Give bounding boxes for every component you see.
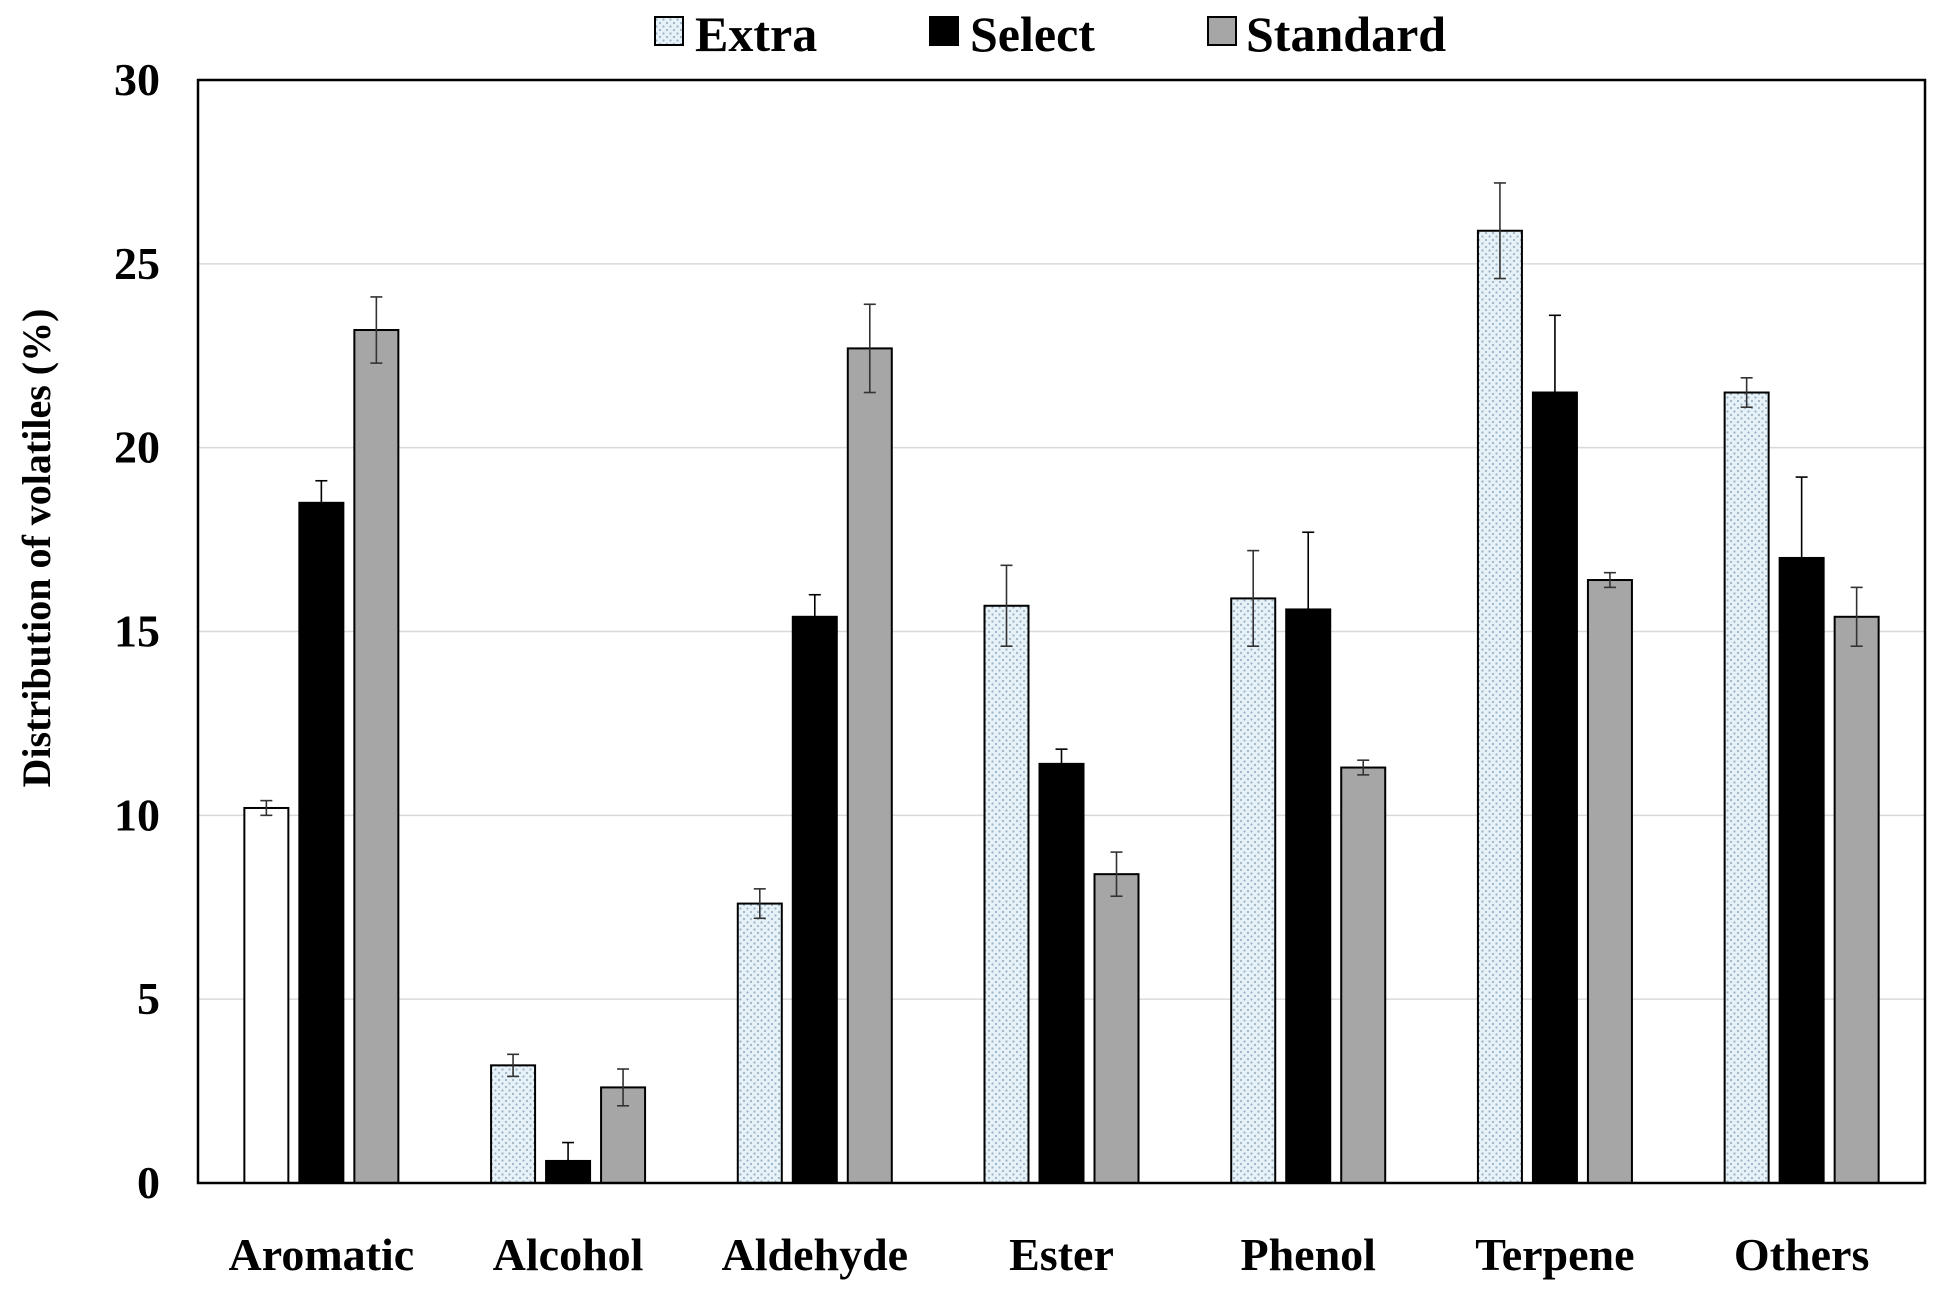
bar-select-aromatic xyxy=(298,501,345,1185)
y-tick-label: 30 xyxy=(114,54,160,105)
legend-label-standard: Standard xyxy=(1246,6,1446,62)
y-axis-title: Distribution of volatiles (%) xyxy=(14,309,59,788)
legend: Extra Select Standard xyxy=(654,6,1446,62)
bar-select-others xyxy=(1778,556,1825,1184)
bars xyxy=(243,229,1880,1185)
x-category-label: Ester xyxy=(1009,1229,1114,1280)
x-category-label: Terpene xyxy=(1475,1229,1634,1280)
bar-select-phenol xyxy=(1285,608,1332,1184)
bar-standard-aromatic xyxy=(353,329,400,1185)
bar-extra-phenol xyxy=(1230,597,1277,1184)
legend-label-select: Select xyxy=(970,6,1095,62)
x-category-label: Aromatic xyxy=(229,1229,415,1280)
bar-select-ester xyxy=(1038,762,1085,1184)
gridlines xyxy=(198,263,1925,1000)
bar-select-aldehyde xyxy=(791,615,838,1184)
y-tick-label: 10 xyxy=(114,789,160,840)
y-tick-label: 20 xyxy=(114,422,160,473)
x-category-label: Alcohol xyxy=(493,1229,644,1280)
y-tick-label: 0 xyxy=(137,1157,160,1208)
legend-swatch-select xyxy=(929,16,959,46)
bar-select-terpene xyxy=(1531,391,1578,1184)
bar-standard-others xyxy=(1833,615,1880,1184)
x-category-label: Aldehyde xyxy=(721,1229,908,1280)
legend-label-extra: Extra xyxy=(695,6,817,62)
bar-standard-ester xyxy=(1093,873,1140,1184)
bar-standard-aldehyde xyxy=(846,347,893,1184)
bar-extra-alcohol xyxy=(490,1064,537,1185)
y-tick-label: 25 xyxy=(114,238,160,289)
bar-extra-aldehyde xyxy=(736,902,783,1184)
error-bars xyxy=(260,182,1863,1181)
y-tick-label: 15 xyxy=(114,606,160,657)
x-category-label: Others xyxy=(1734,1229,1869,1280)
x-axis: Aromatic Alcohol Aldehyde Ester Phenol Terpen… xyxy=(229,1229,1870,1280)
y-tick-label: 5 xyxy=(137,973,160,1024)
bar-extra-others xyxy=(1723,391,1770,1184)
y-axis: 0 5 10 15 20 25 30 xyxy=(114,54,160,1208)
legend-swatch-standard xyxy=(1207,16,1237,46)
x-category-label: Phenol xyxy=(1240,1229,1375,1280)
legend-swatch-extra xyxy=(654,16,684,46)
plot-area-frame xyxy=(196,78,1927,1185)
bar-extra-ester xyxy=(983,604,1030,1184)
bar-standard-phenol xyxy=(1340,766,1387,1185)
bar-extra-terpene xyxy=(1476,229,1523,1184)
bar-extra-aromatic xyxy=(243,806,290,1184)
bar-standard-terpene xyxy=(1586,579,1633,1184)
